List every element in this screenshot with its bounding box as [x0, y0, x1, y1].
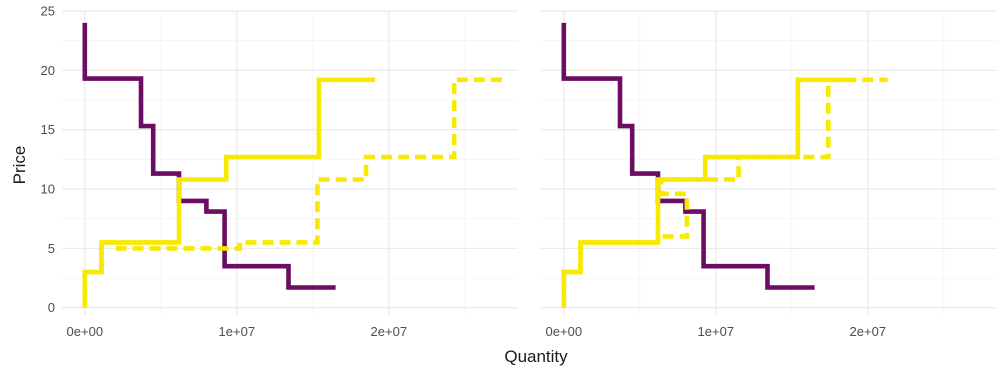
y-tick-label: 10	[41, 182, 55, 197]
supply-solid-line	[561, 77, 855, 308]
supply-solid-line	[82, 77, 376, 308]
supply-dashed-line	[561, 77, 888, 308]
x-tick-label: 0e+00	[546, 324, 583, 339]
panels: 0e+00 1e+07 2e+07 0 5 10 15 20 25 0e+00 1e+07 2e+07	[41, 4, 997, 339]
panel-1: 0e+00 1e+07 2e+07 0 5 10 15 20 25	[41, 4, 518, 339]
y-tick-label: 20	[41, 63, 55, 78]
supply-dashed-line	[82, 77, 506, 308]
panel-2: 0e+00 1e+07 2e+07	[541, 10, 997, 339]
y-tick-label: 25	[41, 4, 55, 19]
x-tick-label: 1e+07	[698, 324, 735, 339]
y-axis-title: Price	[10, 146, 29, 185]
x-tick-label: 1e+07	[219, 324, 256, 339]
x-tick-label: 2e+07	[850, 324, 887, 339]
y-tick-label: 15	[41, 122, 55, 137]
y-tick-label: 0	[48, 300, 55, 315]
x-tick-label: 0e+00	[67, 324, 104, 339]
x-tick-label: 2e+07	[371, 324, 408, 339]
y-tick-label: 5	[48, 241, 55, 256]
x-axis-title: Quantity	[504, 347, 568, 366]
